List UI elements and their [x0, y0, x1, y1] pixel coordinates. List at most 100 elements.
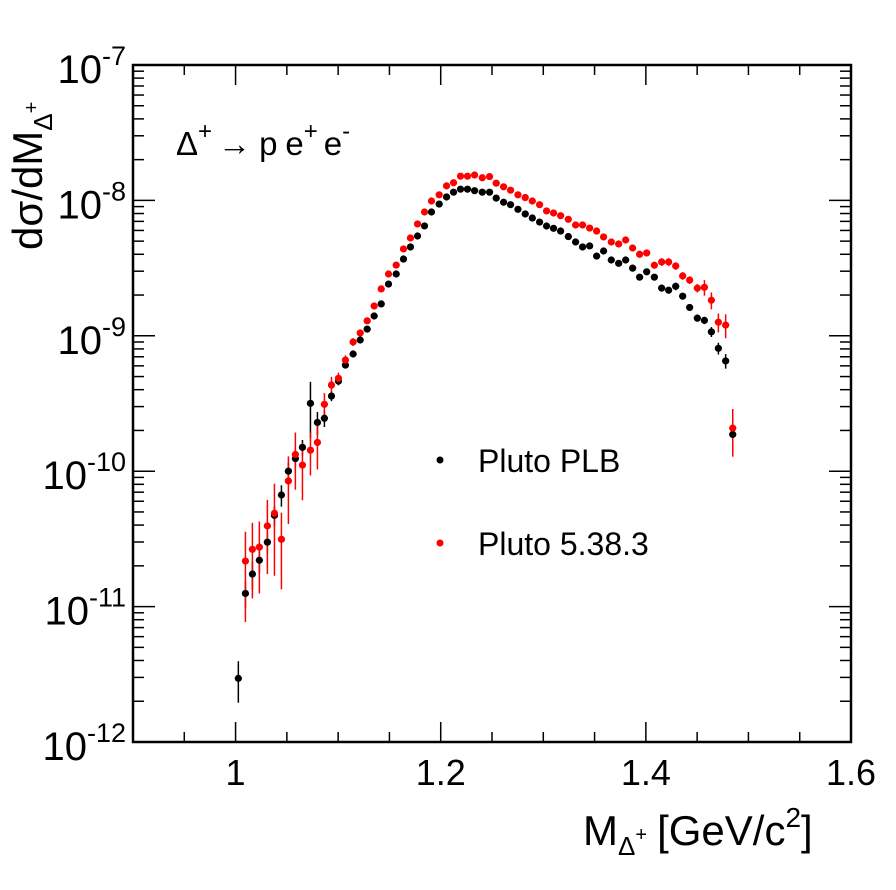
- y-tick-base: 10: [57, 183, 102, 227]
- data-point-pluto-5383: [349, 338, 357, 346]
- data-point-pluto-5383: [672, 262, 680, 270]
- data-point-pluto-plb: [665, 286, 673, 294]
- x-axis-label-unitsup: 2: [785, 802, 801, 833]
- y-tick-exponent: -7: [102, 41, 126, 71]
- annotation-e2: e: [324, 125, 342, 162]
- data-point-pluto-plb: [263, 538, 271, 546]
- data-point-pluto-plb: [658, 284, 666, 292]
- data-point-pluto-5383: [693, 284, 701, 292]
- data-point-pluto-5383: [478, 174, 486, 182]
- y-axis-label: dσ/dMΔ+: [4, 102, 58, 250]
- legend-label-pluto-5383: Pluto 5.38.3: [478, 526, 649, 562]
- data-point-pluto-5383: [449, 179, 458, 187]
- data-point-pluto-5383: [406, 234, 415, 242]
- data-point-pluto-plb: [313, 418, 322, 427]
- data-point-pluto-5383: [700, 283, 709, 291]
- data-point-pluto-plb: [356, 336, 364, 344]
- data-point-pluto-plb: [729, 430, 737, 438]
- data-point-pluto-5383: [571, 221, 580, 229]
- y-tick-base: 10: [42, 725, 87, 769]
- data-point-pluto-5383: [298, 461, 307, 469]
- data-point-pluto-5383: [615, 240, 623, 248]
- legend-label-pluto-plb: Pluto PLB: [478, 443, 620, 479]
- y-axis-label-main: dσ/dM: [4, 131, 51, 250]
- plot-frame: [131, 63, 853, 744]
- data-point-pluto-plb: [722, 357, 730, 365]
- data-point-pluto-5383: [492, 179, 500, 187]
- data-point-pluto-5383: [599, 233, 608, 241]
- data-point-pluto-plb: [442, 193, 451, 201]
- data-point-pluto-plb: [557, 227, 565, 235]
- data-point-pluto-5383: [427, 197, 436, 205]
- data-point-pluto-plb: [435, 200, 443, 208]
- annotation-delta: Δ: [176, 125, 198, 162]
- data-point-pluto-5383: [485, 172, 494, 181]
- data-point-pluto-5383: [334, 374, 343, 382]
- annotation-sup: +: [198, 118, 212, 145]
- data-point-pluto-5383: [707, 296, 716, 304]
- data-point-pluto-plb: [615, 259, 623, 267]
- data-point-pluto-plb: [470, 187, 479, 195]
- x-axis-label-unit: [GeV/c: [657, 807, 785, 854]
- y-tick-exponent: -10: [87, 447, 126, 477]
- data-point-pluto-5383: [636, 250, 644, 258]
- data-point-pluto-5383: [586, 224, 594, 232]
- data-point-pluto-plb: [514, 205, 522, 213]
- data-point-pluto-plb: [607, 256, 615, 264]
- x-tick-label: 1.6: [826, 752, 876, 793]
- data-point-pluto-5383: [263, 522, 271, 530]
- data-point-pluto-plb: [693, 314, 701, 322]
- data-point-pluto-5383: [463, 172, 472, 180]
- data-point-pluto-plb: [578, 243, 587, 251]
- data-point-pluto-5383: [686, 276, 694, 284]
- data-point-pluto-5383: [248, 545, 256, 553]
- y-tick-label: 10-9: [57, 312, 126, 363]
- data-point-pluto-plb: [636, 273, 644, 281]
- data-point-pluto-plb: [542, 222, 551, 230]
- data-point-pluto-plb: [492, 194, 500, 202]
- y-tick-label: 10-11: [44, 583, 126, 634]
- data-point-pluto-plb: [463, 185, 472, 193]
- y-tick-base: 10: [57, 319, 102, 363]
- data-point-pluto-5383: [506, 186, 515, 194]
- data-point-pluto-plb: [248, 570, 256, 578]
- data-point-pluto-plb: [679, 292, 687, 300]
- data-point-pluto-plb: [255, 556, 263, 564]
- data-point-pluto-plb: [485, 188, 494, 196]
- axis-ticks: [133, 65, 851, 743]
- data-point-pluto-plb: [714, 344, 722, 352]
- data-point-pluto-5383: [341, 356, 350, 364]
- x-tick-label: 1.2: [416, 752, 466, 793]
- legend: Pluto PLB Pluto 5.38.3: [436, 443, 649, 562]
- data-point-pluto-plb: [377, 300, 385, 308]
- data-point-pluto-plb: [672, 282, 680, 290]
- data-point-pluto-5383: [535, 201, 544, 209]
- data-point-pluto-5383: [514, 191, 522, 199]
- annotation-arrow: →: [218, 125, 251, 162]
- data-point-pluto-plb: [599, 247, 608, 255]
- data-point-pluto-plb: [349, 350, 357, 358]
- data-point-pluto-5383: [384, 270, 393, 278]
- annotation-sup: -: [342, 118, 350, 145]
- y-axis-label-sub: Δ: [28, 113, 58, 130]
- data-point-pluto-plb: [341, 361, 350, 369]
- data-point-pluto-5383: [270, 509, 279, 517]
- data-point-pluto-plb: [320, 414, 328, 422]
- data-point-pluto-5383: [313, 438, 322, 447]
- y-tick-exponent: -8: [102, 176, 126, 206]
- data-point-pluto-5383: [435, 191, 443, 199]
- x-tick-labels: 1 1.2 1.4 1.6: [226, 752, 876, 793]
- data-point-pluto-plb: [707, 328, 716, 336]
- data-point-pluto-5383: [306, 446, 315, 454]
- data-point-pluto-plb: [521, 210, 529, 218]
- data-point-pluto-5383: [557, 212, 565, 220]
- data-point-pluto-5383: [521, 193, 529, 202]
- data-point-pluto-5383: [291, 450, 299, 459]
- data-point-pluto-5383: [255, 543, 263, 551]
- x-axis-label: MΔ+ [GeV/c2]: [583, 802, 813, 861]
- x-axis-label-main: M: [583, 807, 618, 854]
- data-point-pluto-plb: [284, 467, 292, 475]
- data-point-pluto-5383: [456, 172, 465, 180]
- x-tick-label: 1.4: [621, 752, 671, 793]
